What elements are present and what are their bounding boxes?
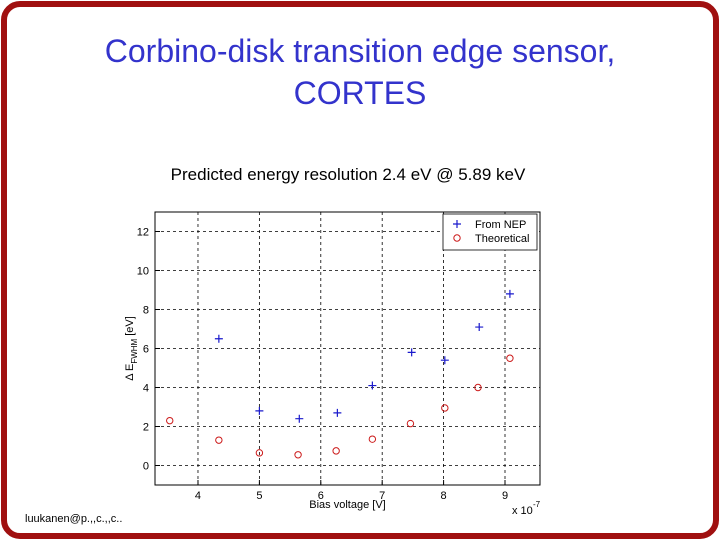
data-point xyxy=(406,419,415,428)
x-tick-label: 9 xyxy=(502,490,508,502)
x-tick-label: 8 xyxy=(441,490,447,502)
x-tick-label: 4 xyxy=(195,490,201,502)
y-axis-label: Δ EFWHM [eV] xyxy=(124,316,139,381)
data-point xyxy=(368,435,377,443)
x-axis-label: Bias voltage [V] xyxy=(309,499,385,511)
data-point xyxy=(368,381,377,390)
y-tick-label: 4 xyxy=(143,383,149,395)
data-point xyxy=(407,348,416,357)
legend-label: Theoretical xyxy=(475,233,529,245)
data-point xyxy=(214,334,223,343)
legend-marker xyxy=(453,234,461,242)
data-point xyxy=(441,404,449,412)
legend-marker xyxy=(453,220,461,228)
y-tick-label: 12 xyxy=(137,227,149,239)
data-point xyxy=(505,289,514,298)
x-multiplier: x 10 xyxy=(512,505,533,517)
footer: luukanen@p.,,c.,,c.. xyxy=(25,513,122,525)
data-point xyxy=(332,447,340,455)
y-tick-label: 6 xyxy=(143,344,149,356)
data-point xyxy=(333,408,342,417)
x-tick-label: 7 xyxy=(379,490,385,502)
y-tick-label: 0 xyxy=(143,461,149,473)
chart-title: Predicted energy resolution 2.4 eV @ 5.8… xyxy=(171,165,526,184)
x-tick-label: 5 xyxy=(256,490,262,502)
slide-title: CORTES xyxy=(294,75,427,111)
x-tick-label: 6 xyxy=(318,490,324,502)
data-point xyxy=(255,449,264,457)
legend-box xyxy=(442,213,538,251)
y-label-unit: [eV] xyxy=(124,316,136,336)
data-point xyxy=(474,383,482,392)
data-point xyxy=(255,406,264,415)
x-multiplier-exp: -7 xyxy=(533,500,541,509)
y-label-main: Δ E xyxy=(124,364,136,381)
data-point xyxy=(295,414,304,423)
y-tick-label: 2 xyxy=(143,422,149,434)
data-point xyxy=(506,354,514,362)
legend-label: From NEP xyxy=(475,219,526,231)
data-point xyxy=(440,356,449,365)
data-point xyxy=(166,416,174,425)
y-tick-label: 10 xyxy=(137,266,149,278)
data-point xyxy=(294,451,302,459)
slide-title: Corbino-disk transition edge sensor, xyxy=(105,33,616,69)
data-point xyxy=(215,436,223,444)
data-point xyxy=(475,323,484,332)
y-label-sub: FWHM xyxy=(130,338,139,363)
y-tick-label: 8 xyxy=(143,305,149,317)
